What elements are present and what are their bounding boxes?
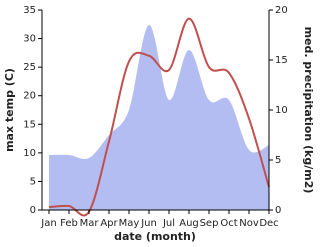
- y2-tick-label: 5: [275, 155, 281, 166]
- x-tick-label: Jan: [40, 218, 56, 229]
- y-tick-label: 25: [23, 62, 36, 73]
- y2-axis-label: med. precipitation (kg/m2): [302, 27, 315, 194]
- y2-tick-label: 20: [275, 5, 288, 16]
- y2-tick-label: 0: [275, 205, 281, 216]
- x-tick-label: Jun: [140, 218, 157, 229]
- x-tick-label: Mar: [80, 218, 100, 229]
- y-tick-label: 20: [23, 91, 36, 102]
- y-tick-label: 5: [30, 176, 36, 187]
- x-tick-label: May: [119, 218, 140, 229]
- y-tick-label: 0: [30, 205, 36, 216]
- x-tick-label: Apr: [100, 218, 118, 229]
- y2-tick-label: 15: [275, 55, 288, 66]
- x-tick-label: Aug: [179, 218, 199, 229]
- precipitation-area: [49, 24, 269, 210]
- y2-tick-label: 10: [275, 105, 288, 116]
- x-tick-label: Nov: [239, 218, 259, 229]
- y-tick-label: 10: [23, 148, 36, 159]
- x-tick-label: Jul: [162, 218, 175, 229]
- x-tick-label: Feb: [60, 218, 78, 229]
- y-tick-label: 30: [23, 34, 36, 45]
- x-axis-label: date (month): [114, 230, 196, 243]
- x-tick-label: Dec: [259, 218, 278, 229]
- x-tick-label: Sep: [200, 218, 219, 229]
- y-tick-label: 15: [23, 119, 36, 130]
- x-tick-label: Oct: [220, 218, 237, 229]
- y-tick-label: 35: [23, 5, 36, 16]
- y-axis-label: max temp (C): [3, 68, 16, 152]
